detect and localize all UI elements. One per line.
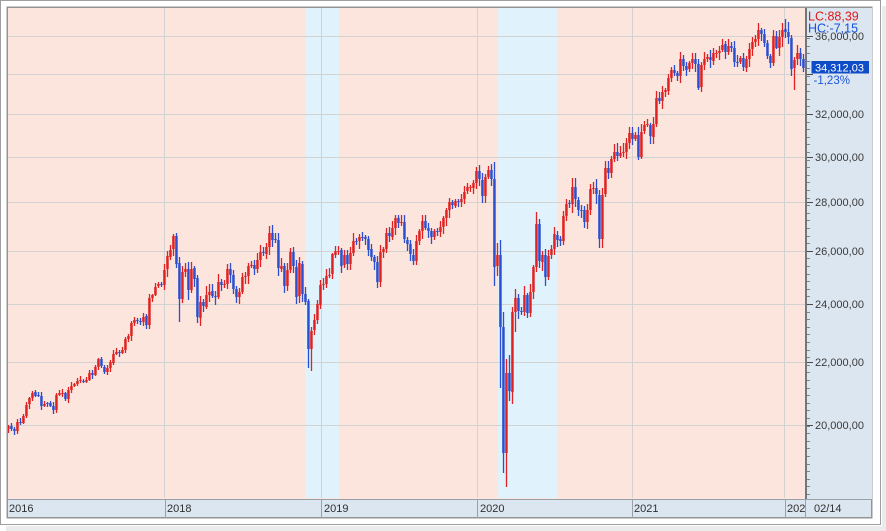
- svg-text:HC:-7,15: HC:-7,15: [808, 22, 858, 36]
- svg-text:24,000,00: 24,000,00: [815, 299, 864, 311]
- svg-text:LC:88,39: LC:88,39: [808, 10, 859, 24]
- svg-text:30,000,00: 30,000,00: [815, 152, 864, 164]
- svg-text:28,000,00: 28,000,00: [815, 197, 864, 209]
- svg-text:32,000,00: 32,000,00: [815, 109, 864, 121]
- svg-text:22,000,00: 22,000,00: [815, 357, 864, 369]
- svg-text:26,000,00: 26,000,00: [815, 246, 864, 258]
- svg-text:20,000,00: 20,000,00: [815, 420, 864, 432]
- svg-text:-1,23%: -1,23%: [813, 75, 849, 87]
- svg-text:36,000,00: 36,000,00: [815, 31, 864, 43]
- svg-text:34,312,03: 34,312,03: [815, 63, 864, 75]
